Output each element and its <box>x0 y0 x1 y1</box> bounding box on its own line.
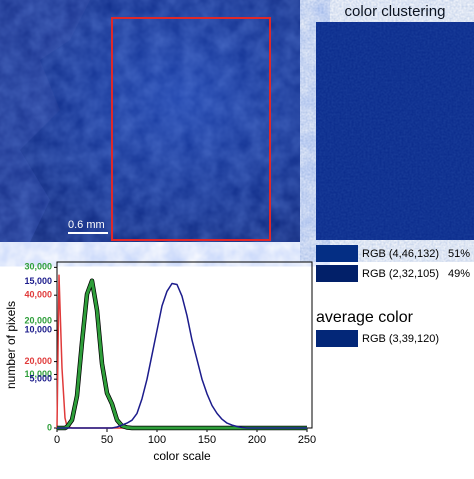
x-tick-label: 50 <box>101 434 113 446</box>
y-tick-label: 40,000 <box>24 290 52 300</box>
y-tick-label: 10,000 <box>24 325 52 335</box>
series-line <box>57 282 307 429</box>
x-tick-label: 100 <box>148 434 166 446</box>
cluster-percent: 49% <box>448 268 470 280</box>
clustering-title: color clustering <box>345 3 446 20</box>
y-axis-label: number of pixels <box>4 301 18 389</box>
micrograph: 0.6 mm <box>0 0 300 242</box>
average-title: average color <box>316 309 414 326</box>
x-axis-label: color scale <box>153 449 211 463</box>
y-tick-label: 5,000 <box>29 374 52 384</box>
cluster-swatch <box>316 245 358 262</box>
cluster-percent: 51% <box>448 248 470 260</box>
y-tick-label: 10,000 <box>24 369 52 379</box>
cluster-label: RGB (2,32,105) <box>362 268 439 280</box>
y-tick-label: 30,000 <box>24 262 52 272</box>
cluster-swatch <box>316 265 358 282</box>
average-swatch <box>316 330 358 347</box>
average-label: RGB (3,39,120) <box>362 333 439 345</box>
x-tick-label: 250 <box>298 434 316 446</box>
y-tick-label: 20,000 <box>24 356 52 366</box>
y-tick-label: 20,000 <box>24 315 52 325</box>
cluster-label: RGB (4,46,132) <box>362 248 439 260</box>
y-tick-label: 15,000 <box>24 276 52 286</box>
x-tick-label: 0 <box>54 434 60 446</box>
x-tick-label: 200 <box>248 434 266 446</box>
y-tick-label: 0 <box>47 422 52 432</box>
histogram: color scale number of pixels 0 50 100 150 20… <box>4 261 316 463</box>
series-line <box>57 279 307 430</box>
x-tick-label: 150 <box>198 434 216 446</box>
clustering-panel: color clustering <box>316 3 474 240</box>
cluster-legend: RGB (4,46,132) 51% RGB (2,32,105) 49% <box>316 245 470 282</box>
scale-bar-label: 0.6 mm <box>68 219 105 231</box>
average-color: average color RGB (3,39,120) <box>316 309 439 347</box>
